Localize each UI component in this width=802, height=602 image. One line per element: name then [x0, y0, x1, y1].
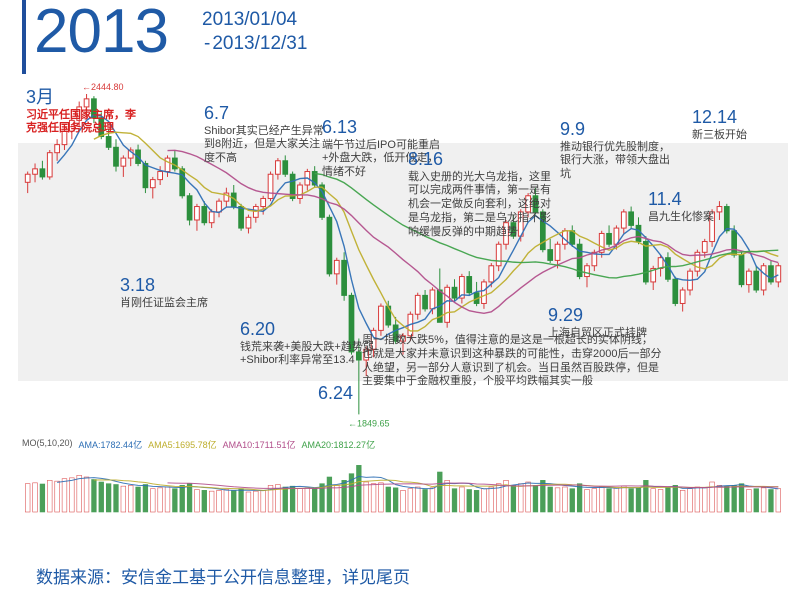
date-range: 2013/01/04 -2013/12/31 — [202, 8, 307, 56]
date-range-start: 2013/01/04 — [202, 8, 307, 32]
annotation-a2: 3.18肖刚任证监会主席 — [120, 274, 240, 310]
annotation-a7: 周一指数大跌5%，值得注意的是这是一根超长的实体阴线，也就是大家并未意识到这种暴… — [362, 334, 662, 389]
annotation-a9: 9.9推动银行优先股制度，银行大涨，带领大盘出坑 — [560, 118, 670, 182]
svg-text:←1849.65: ←1849.65 — [348, 418, 390, 428]
annotation-a11: 11.4昌九生化惨案 — [648, 188, 768, 224]
annotation-a3: 6.7Shibor其实已经产生异常到8附近，但是大家关注度不高 — [204, 102, 324, 166]
source-line: 数据来源：安信金工基于公开信息整理，详见尾页 — [36, 563, 410, 588]
title-accent-bar — [22, 0, 26, 74]
annotation-a10: 9.29上海自贸区正式挂牌 — [548, 304, 688, 340]
year-title: 2013 — [34, 0, 168, 67]
source-prefix: 数据来源： — [36, 568, 121, 587]
annotation-a6: 6.24 — [318, 382, 358, 405]
annotation-a5: 6.20钱荒来袭+美股大跌+趋势弱+Shibor利率异常至13.4 — [240, 318, 380, 368]
annotation-a1: 3月习近平任国家主席，李克强任国务院总理 — [26, 86, 138, 136]
annotation-a8: 8.16载入史册的光大乌龙指，这里可以完成两件事情，第一是有机会一定做反向套利，… — [408, 148, 552, 239]
annotation-a12: 12.14新三板开始 — [692, 106, 782, 142]
volume-legend: MO(5,10,20)AMA:1782.44亿AMA5:1695.78亿AMA1… — [22, 438, 375, 451]
date-range-end: 2013/12/31 — [212, 33, 307, 54]
source-text: 安信金工基于公开信息整理，详见尾页 — [121, 568, 410, 587]
